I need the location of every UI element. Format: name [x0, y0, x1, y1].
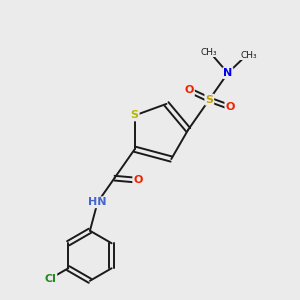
Text: CH₃: CH₃ — [200, 48, 217, 57]
Text: S: S — [205, 94, 213, 105]
Text: N: N — [223, 68, 232, 78]
Text: S: S — [131, 110, 139, 120]
Text: CH₃: CH₃ — [240, 51, 257, 60]
Text: O: O — [133, 175, 142, 185]
Text: Cl: Cl — [44, 274, 56, 284]
Text: HN: HN — [88, 197, 107, 207]
Text: O: O — [225, 102, 235, 112]
Text: O: O — [184, 85, 194, 95]
